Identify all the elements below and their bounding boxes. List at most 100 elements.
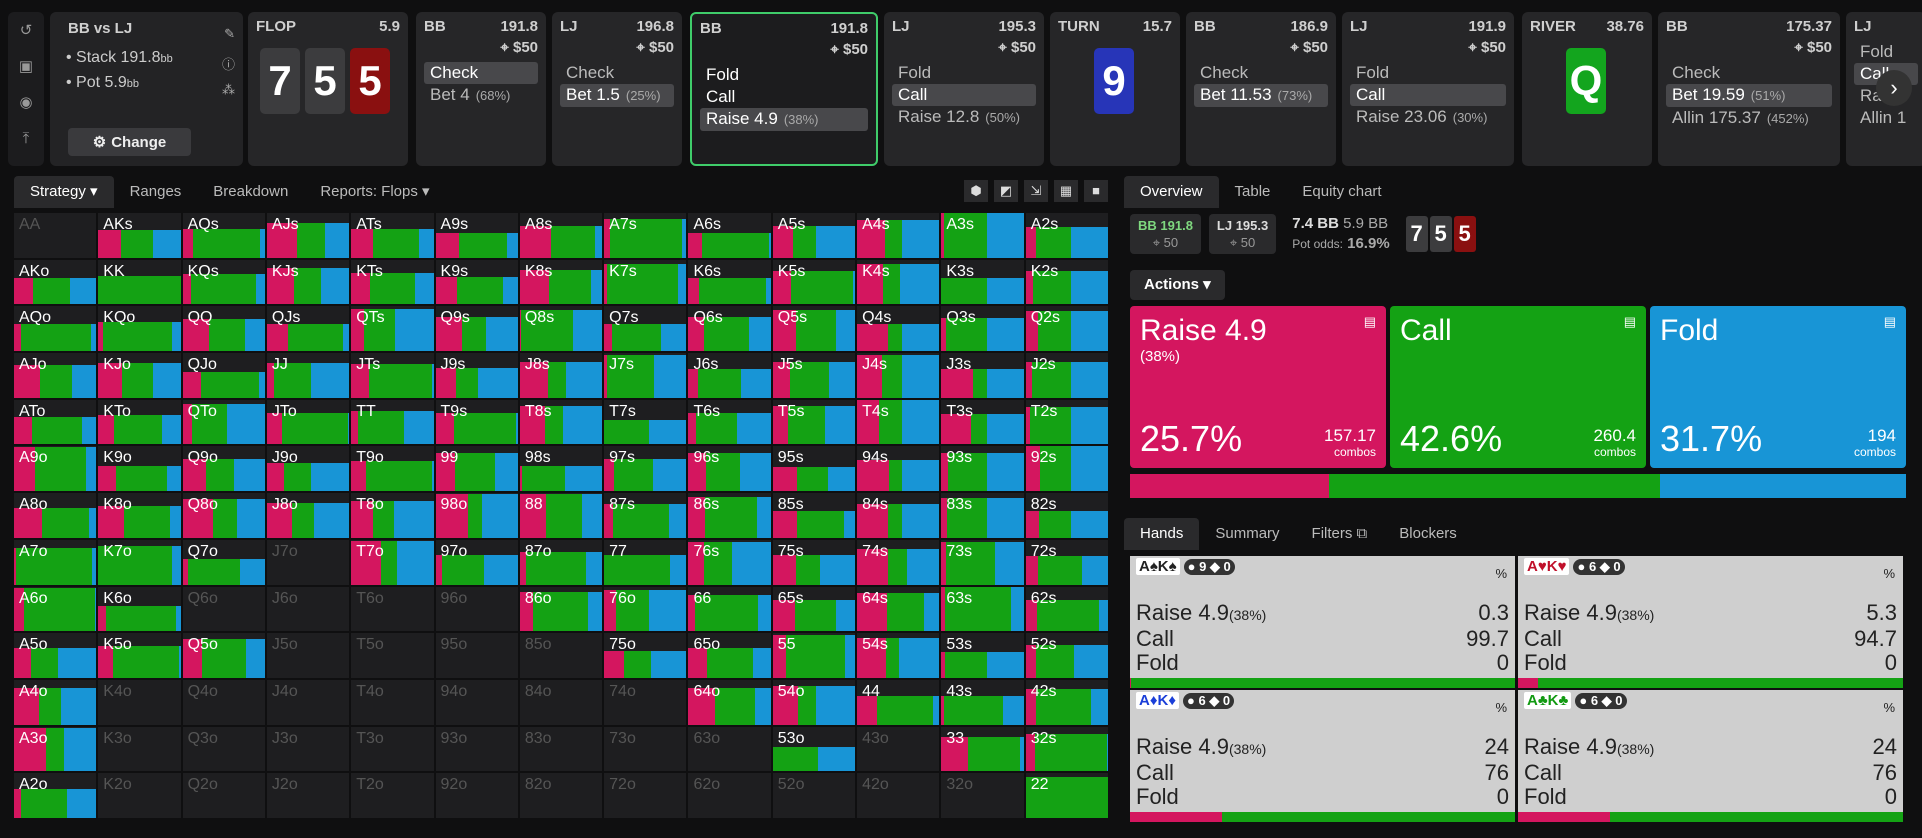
hand-detail[interactable]: A♠K♠ ● 9 ◆ 0 % Raise 4.9(38%) 0.3 Call 99.… [1130,556,1515,688]
hand-cell[interactable]: 88 [519,493,603,538]
hand-cell[interactable]: 96o [435,586,518,632]
hand-cell[interactable]: 86o [519,586,603,632]
step-action[interactable]: Fold [1854,41,1918,63]
hand-cell[interactable]: 97o [435,539,518,585]
hand-cell[interactable]: QQ [182,306,265,352]
hand-cell[interactable]: 87s [604,493,687,538]
hand-cell[interactable]: J4s [857,353,940,398]
hand-cell[interactable]: K3s [941,259,1024,305]
step-action[interactable]: Call [1350,84,1506,106]
hand-cell[interactable]: A3s [941,213,1024,258]
hand-cell[interactable]: AJs [266,213,350,258]
hand-cell[interactable]: 62s [1025,586,1108,632]
collapse-icon[interactable]: ⤒ [22,129,30,147]
hand-cell[interactable]: 85o [519,633,603,678]
hand-cell[interactable]: 73o [604,726,687,772]
hand-cell[interactable]: QJo [182,353,265,398]
tab-filters[interactable]: Filters ⧉ [1296,518,1384,550]
hand-cell[interactable]: A5s [772,213,856,258]
hand-cell[interactable]: A9s [435,213,518,258]
step-bb[interactable]: BB 175.37 ⌖ $50 Check Bet 19.59 (51%) Allin 17… [1658,12,1840,166]
hand-cell[interactable]: T3o [351,726,434,772]
hand-cell[interactable]: 76s [688,539,771,585]
hand-cell[interactable]: 92s [1025,446,1108,492]
hand-cell[interactable]: 94o [435,679,518,725]
step-action[interactable]: Call [892,84,1036,106]
hand-cell[interactable]: Q7s [604,306,687,352]
hand-cell[interactable]: Q6o [182,586,265,632]
hand-cell[interactable]: AKs [98,213,181,258]
hand-cell[interactable]: T4o [351,679,434,725]
hand-cell[interactable]: K9o [98,446,181,492]
step-action[interactable]: Check [1666,62,1832,84]
hand-cell[interactable]: 63s [941,586,1024,632]
hand-cell[interactable]: 97s [604,446,687,492]
hand-cell[interactable]: T2s [1025,399,1108,445]
hand-cell[interactable]: T9s [435,399,518,445]
hand-cell[interactable]: A8o [14,493,97,538]
hand-cell[interactable]: 95o [435,633,518,678]
hand-cell[interactable]: 65o [688,633,771,678]
hand-cell[interactable]: T7s [604,399,687,445]
hand-cell[interactable]: 83o [519,726,603,772]
step-river[interactable]: RIVER 38.76 Q [1522,12,1652,166]
hand-cell[interactable]: 76o [604,586,687,632]
hand-cell[interactable]: T5s [772,399,856,445]
hand-cell[interactable]: 86s [688,493,771,538]
hand-detail[interactable]: A♥K♥ ● 6 ◆ 0 % Raise 4.9(38%) 5.3 Call 94.… [1518,556,1903,688]
hand-cell[interactable]: A4s [857,213,940,258]
hand-cell[interactable]: 83s [941,493,1024,538]
grid-icon[interactable]: ▦ [1054,180,1078,202]
hand-cell[interactable]: KQo [98,306,181,352]
hand-cell[interactable]: 98o [435,493,518,538]
square-icon[interactable]: ■ [1084,180,1108,202]
hand-cell[interactable]: J7o [266,539,350,585]
hand-cell[interactable]: KJs [266,259,350,305]
gamepad-icon[interactable]: ◉ [19,94,33,111]
save-icon[interactable]: ▣ [18,58,34,75]
step-action[interactable]: Check [560,62,674,84]
hand-cell[interactable]: J9o [266,446,350,492]
hand-cell[interactable]: K7o [98,539,181,585]
contrast-icon[interactable]: ◩ [994,180,1018,202]
hand-cell[interactable]: J5o [266,633,350,678]
hand-cell[interactable]: 93o [435,726,518,772]
hand-cell[interactable]: J9s [435,353,518,398]
tab-reports-flops[interactable]: Reports: Flops ▾ [304,176,445,208]
hand-cell[interactable]: A7o [14,539,97,585]
hand-cell[interactable]: AA [14,213,97,258]
hand-cell[interactable]: T2o [351,773,434,818]
hand-cell[interactable]: A9o [14,446,97,492]
hand-cell[interactable]: 77 [604,539,687,585]
step-action[interactable]: Bet 4 (68%) [424,84,538,107]
step-lj[interactable]: LJ 196.8 ⌖ $50 Check Bet 1.5 (25%) [552,12,682,166]
hand-cell[interactable]: 93s [941,446,1024,492]
tab-hands[interactable]: Hands [1124,518,1200,550]
step-lj[interactable]: LJ 191.9 ⌖ $50 Fold Call Raise 23.06 (30%) [1342,12,1514,166]
hand-cell[interactable]: 96s [688,446,771,492]
hand-cell[interactable]: T9o [351,446,434,492]
actions-dropdown[interactable]: Actions ▾ [1130,270,1225,300]
step-action[interactable]: Raise 12.8 (50%) [892,106,1036,129]
document-icon[interactable]: ▤ [1363,314,1376,329]
hand-cell[interactable]: 95s [772,446,856,492]
step-action[interactable]: Allin 1 [1854,107,1918,129]
step-bb[interactable]: BB 191.8 ⌖ $50 Check Bet 4 (68%) [416,12,546,166]
hand-detail[interactable]: A♦K♦ ● 6 ◆ 0 % Raise 4.9(38%) 24 Call 76 F… [1130,690,1515,822]
hand-cell[interactable]: AQs [182,213,265,258]
hand-cell[interactable]: T5o [351,633,434,678]
hand-cell[interactable]: QJs [266,306,350,352]
action-box-raise[interactable]: Raise 4.9 (38%) ▤ 25.7% 157.17 combos [1130,306,1386,468]
hand-cell[interactable]: J4o [266,679,350,725]
hand-cell[interactable]: KTo [98,399,181,445]
hand-cell[interactable]: K8s [519,259,603,305]
tab-overview[interactable]: Overview [1124,176,1219,208]
undo-icon[interactable]: ↺ [19,22,33,39]
step-action[interactable]: Allin 175.37 (452%) [1666,107,1832,130]
hand-cell[interactable]: KJo [98,353,181,398]
hand-cell[interactable]: 55 [772,633,856,678]
hand-cell[interactable]: K6o [98,586,181,632]
hand-cell[interactable]: Q2s [1025,306,1108,352]
step-lj[interactable]: LJ 195.3 ⌖ $50 Fold Call Raise 12.8 (50%) [884,12,1044,166]
step-action[interactable]: Fold [892,62,1036,84]
